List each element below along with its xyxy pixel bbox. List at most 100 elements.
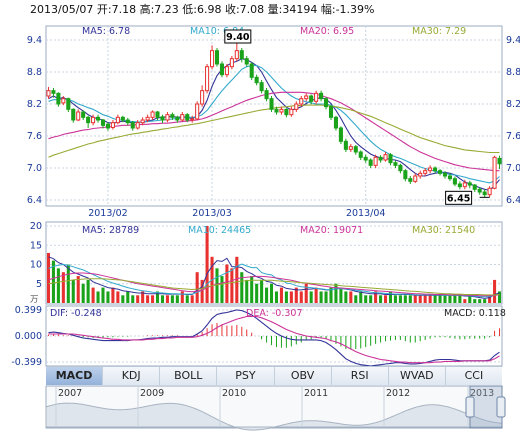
- volume-bar: [146, 295, 150, 303]
- candle-body: [472, 184, 477, 190]
- volume-bar: [116, 291, 120, 303]
- volume-bar: [230, 268, 234, 303]
- candle-body: [200, 90, 205, 105]
- candle-body: [457, 183, 462, 188]
- candle-body: [264, 90, 269, 100]
- volume-bar: [433, 295, 437, 303]
- volume-bar: [56, 268, 60, 303]
- volume-ma-line-ma30: [48, 278, 500, 296]
- dea-label: DEA: -0.307: [246, 308, 303, 319]
- candle-body: [289, 108, 294, 116]
- price-tick-left: 7.0: [27, 163, 42, 174]
- candle-body: [348, 146, 353, 150]
- date-label: 2013/03: [192, 208, 231, 219]
- price-candles: [46, 40, 502, 198]
- candle-body: [363, 156, 368, 161]
- timeline-left-handle[interactable]: [465, 396, 475, 418]
- price-tick-right: 7.6: [506, 131, 520, 142]
- candle-body: [145, 116, 150, 121]
- price-tick-left: 8.8: [27, 67, 42, 78]
- ma10-label: MA10: 6.84: [190, 26, 244, 37]
- candle-body: [477, 188, 482, 193]
- candle-body: [299, 98, 304, 105]
- candle-body: [100, 119, 106, 126]
- volume-bar: [279, 287, 283, 303]
- candle-body: [96, 116, 101, 121]
- date-axis-labels: 2013/02 2013/03 2013/04: [88, 208, 385, 219]
- candle-body: [120, 116, 125, 121]
- price-tick-left: 8.2: [27, 99, 42, 110]
- candle-body: [155, 111, 160, 118]
- tab-obv[interactable]: OBV: [274, 367, 332, 385]
- candle-body: [150, 111, 155, 118]
- volume-bar: [155, 291, 160, 303]
- candle-body: [224, 66, 229, 76]
- candle-body: [452, 178, 457, 185]
- volume-bar: [418, 295, 422, 303]
- candle-body: [388, 154, 393, 164]
- volume-tick: 20: [30, 221, 42, 232]
- volume-bar: [245, 279, 249, 303]
- macd-lines: [48, 309, 500, 367]
- candle-body: [438, 170, 443, 174]
- candle-body: [234, 50, 239, 60]
- volume-bar: [265, 287, 269, 303]
- volume-bar: [91, 287, 95, 303]
- tab-wvad[interactable]: WVAD: [388, 367, 446, 385]
- ma30-label: MA30: 7.29: [412, 26, 466, 37]
- volume-bar: [497, 291, 502, 303]
- volume-bar: [398, 295, 402, 303]
- candle-body: [343, 140, 348, 150]
- candle-body: [408, 178, 413, 182]
- macd-tick: -0.399: [11, 357, 42, 368]
- volume-bar: [200, 279, 204, 303]
- price-tick-right: 6.4: [506, 195, 520, 206]
- candle-body: [259, 82, 264, 92]
- candle-body: [160, 116, 165, 121]
- timeline-year-labels: 2007 2009 2010 2011 2012 2013: [55, 387, 494, 427]
- tab-psy[interactable]: PSY: [217, 367, 275, 385]
- macd-line-dea: [48, 315, 500, 364]
- tab-cci[interactable]: CCI: [445, 367, 502, 385]
- volume-bar: [131, 295, 135, 303]
- tab-rsi[interactable]: RSI: [331, 367, 389, 385]
- candle-body: [91, 116, 96, 124]
- volume-bar: [126, 291, 130, 303]
- candle-body: [492, 156, 497, 189]
- candle-body: [423, 170, 428, 174]
- candle-body: [61, 98, 66, 104]
- price-tick-right: 8.2: [506, 99, 520, 110]
- tab-macd[interactable]: MACD: [46, 367, 104, 385]
- tab-boll[interactable]: BOLL: [160, 367, 218, 385]
- annotation-box: [224, 29, 252, 44]
- price-tick-left: 7.6: [27, 131, 42, 142]
- volume-bar: [106, 291, 110, 303]
- volume-bar: [46, 252, 51, 303]
- candle-body: [467, 182, 472, 186]
- volume-bar: [190, 295, 194, 303]
- volume-bar: [205, 226, 209, 303]
- volume-bar: [269, 283, 274, 303]
- volume-bar: [334, 283, 338, 303]
- candle-body: [219, 63, 224, 76]
- candle-body: [304, 95, 309, 100]
- price-axis-ticks: 9.4 9.4 8.8 8.8 8.2 8.2 7.6 7.6 7.0 7.0 6.4 6.4: [27, 35, 520, 206]
- volume-bar: [393, 295, 397, 303]
- volume-bar: [294, 287, 298, 303]
- volume-bar: [299, 291, 303, 303]
- candle-body: [497, 157, 502, 165]
- volume-bar: [250, 276, 254, 303]
- timeline-year: 2012: [386, 388, 410, 399]
- candle-body: [51, 90, 56, 94]
- volume-bar: [324, 291, 328, 303]
- volume-bar: [413, 295, 417, 303]
- price-annotations: 9.40 6.45: [224, 29, 490, 205]
- price-tick-left: 6.4: [27, 195, 42, 206]
- timeline-year: 2011: [304, 388, 328, 399]
- candle-body: [284, 108, 289, 116]
- volume-bar: [180, 291, 184, 303]
- timeline-right-handle[interactable]: [496, 396, 506, 418]
- tab-kdj[interactable]: KDJ: [103, 367, 161, 385]
- volume-bar: [374, 291, 378, 303]
- vol-ma5-label: MA5: 28789: [82, 225, 139, 236]
